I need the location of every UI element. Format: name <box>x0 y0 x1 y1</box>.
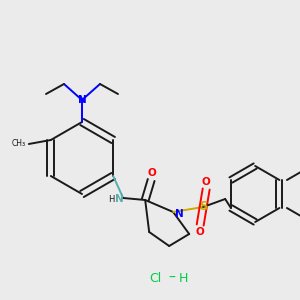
Text: –: – <box>169 271 176 285</box>
Text: S: S <box>199 200 207 214</box>
Text: N: N <box>115 194 124 204</box>
Text: CH₃: CH₃ <box>12 140 26 148</box>
Text: N: N <box>78 95 86 105</box>
Text: N: N <box>175 209 184 219</box>
Text: O: O <box>202 177 211 187</box>
Text: O: O <box>148 168 157 178</box>
Text: Cl: Cl <box>149 272 161 284</box>
Text: H: H <box>178 272 188 284</box>
Text: O: O <box>196 227 205 237</box>
Text: H: H <box>108 196 114 205</box>
